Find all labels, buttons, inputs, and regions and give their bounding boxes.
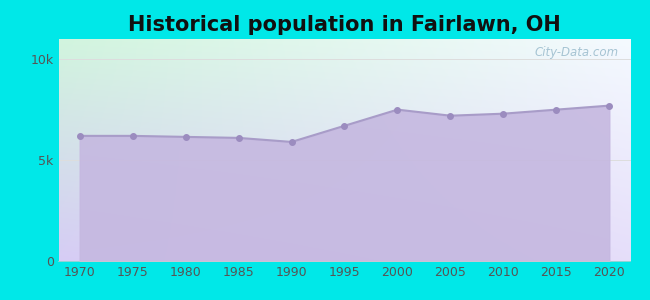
Title: Historical population in Fairlawn, OH: Historical population in Fairlawn, OH xyxy=(128,15,561,35)
Text: City-Data.com: City-Data.com xyxy=(535,46,619,59)
